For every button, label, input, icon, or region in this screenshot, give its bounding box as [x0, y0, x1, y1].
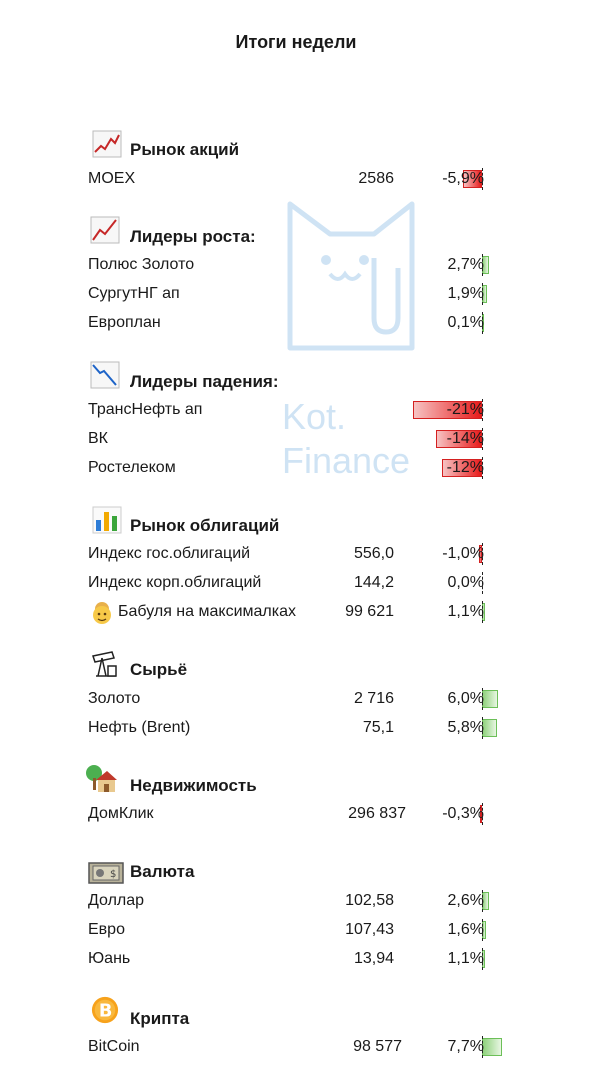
section-title-gainers: Лидеры роста: [130, 227, 256, 246]
row-value: 2 716 [353, 690, 394, 707]
zero-axis [482, 688, 483, 710]
row-change: 6,0% [447, 690, 484, 707]
chart-up-icon [90, 216, 120, 244]
zero-axis [482, 283, 483, 305]
row-label: ВК [88, 430, 108, 447]
row-change: 0,1% [447, 314, 484, 331]
row-change: 2,6% [447, 892, 484, 909]
row-label: Евро [88, 921, 125, 938]
section-title-realestate: Недвижимость [130, 776, 257, 795]
row-label: Золото [88, 690, 141, 707]
zero-axis [482, 1036, 483, 1058]
svg-text:B: B [99, 1002, 113, 1022]
bar-chart-icon [92, 506, 122, 534]
row-label: Индекс корп.облигаций [88, 574, 262, 591]
row-change: -1,0% [442, 545, 484, 562]
row-change: -14% [446, 430, 484, 447]
zero-axis [482, 803, 483, 825]
oil-pump-icon [92, 651, 117, 677]
cat-watermark-icon [287, 201, 415, 351]
house-icon [86, 765, 117, 792]
row-change: 5,8% [447, 719, 484, 736]
row-label: СургутНГ ап [88, 285, 180, 302]
row-change: 1,1% [447, 603, 484, 620]
row-change: -0,3% [442, 805, 484, 822]
zero-axis [482, 543, 483, 565]
zero-axis [482, 717, 483, 739]
row-change: 2,7% [447, 256, 484, 273]
change-bar [482, 690, 498, 708]
row-label: Ростелеком [88, 459, 176, 476]
row-change: 0,0% [447, 574, 484, 591]
row-label: Индекс гос.облигаций [88, 545, 251, 562]
row-change: -5,9% [442, 170, 484, 187]
change-bar [480, 805, 482, 823]
stock-chart-icon [92, 130, 122, 158]
row-value: 296 837 [348, 805, 406, 822]
svg-text:$: $ [110, 869, 116, 880]
row-change: 1,1% [447, 950, 484, 967]
row-value: 144,2 [353, 574, 394, 591]
section-title-bonds: Рынок облигаций [130, 516, 280, 535]
change-bar [482, 719, 498, 737]
change-bar [478, 545, 482, 563]
zero-axis [482, 428, 483, 450]
row-value: 99 621 [345, 603, 394, 620]
row-value: 75,1 [362, 719, 394, 736]
row-label: ТрансНефть ап [88, 401, 203, 418]
row-change: 7,7% [447, 1038, 484, 1055]
change-bar [462, 170, 482, 188]
change-bar [435, 430, 482, 448]
zero-axis [482, 601, 483, 623]
section-title-stocks: Рынок акций [130, 140, 240, 159]
row-label: Доллар [88, 892, 145, 909]
grandma-icon [93, 602, 111, 624]
row-label: MOEX [88, 170, 136, 187]
row-label: Полюс Золото [88, 256, 195, 273]
zero-axis [482, 457, 483, 479]
row-change: -12% [446, 459, 484, 476]
row-value: 107,43 [345, 921, 394, 938]
zero-axis [482, 948, 483, 970]
zero-axis [482, 312, 483, 334]
banknote-icon: $ [88, 862, 124, 884]
row-label: ДомКлик [88, 805, 154, 822]
change-bar [482, 1038, 503, 1056]
row-value: 13,94 [353, 950, 394, 967]
row-change: 1,9% [447, 285, 484, 302]
row-value: 2586 [358, 170, 394, 187]
zero-axis [482, 572, 483, 594]
row-value: 98 577 [353, 1038, 402, 1055]
section-title-crypto: Крипта [130, 1009, 190, 1028]
zero-axis [482, 399, 483, 421]
section-title-losers: Лидеры падения: [130, 372, 279, 391]
change-bar [442, 459, 482, 477]
row-value: 556,0 [353, 545, 394, 562]
zero-axis [482, 168, 483, 190]
bitcoin-icon: B [91, 996, 119, 1024]
zero-axis [482, 254, 483, 276]
row-label: Нефть (Brent) [88, 719, 191, 736]
row-label: Юань [88, 950, 131, 967]
row-change: -21% [446, 401, 484, 418]
change-bar [412, 401, 482, 419]
row-label: BitCoin [88, 1038, 140, 1055]
watermark-line2: Finance [282, 440, 411, 481]
watermark-line1: Kot. [282, 396, 347, 437]
page-title: Итоги недели [235, 32, 357, 52]
section-title-currency: Валюта [130, 862, 195, 881]
row-value: 102,58 [345, 892, 394, 909]
zero-axis [482, 919, 483, 941]
row-label: Бабуля на максималках [118, 603, 296, 620]
chart-down-icon [90, 361, 120, 389]
row-label: Европлан [88, 314, 161, 331]
zero-axis [482, 890, 483, 912]
section-title-commodities: Сырьё [130, 660, 188, 679]
row-change: 1,6% [447, 921, 484, 938]
